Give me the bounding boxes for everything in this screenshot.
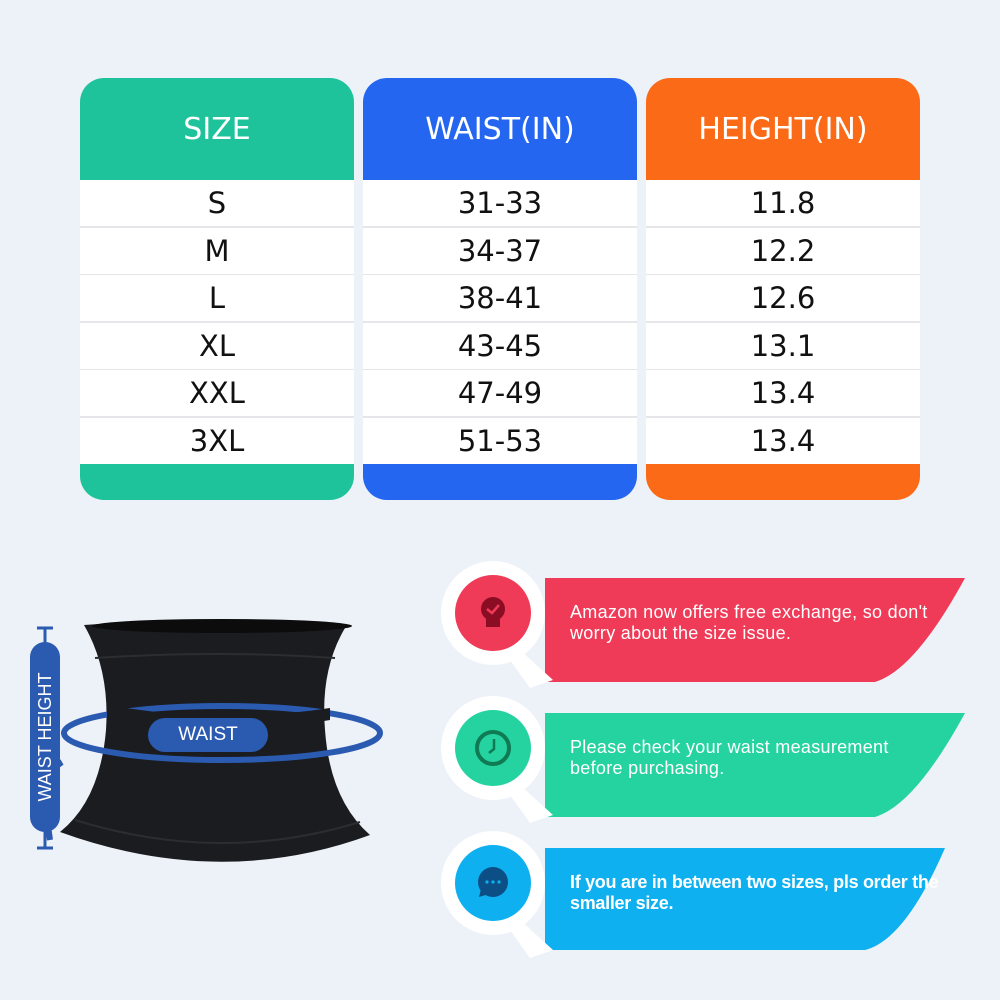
size-header: SIZE — [183, 111, 251, 147]
waist-column: WAIST(IN) 31-33 34-37 38-41 43-45 47-49 … — [363, 78, 637, 500]
tip-text: Please check your waist measurement befo… — [570, 737, 889, 778]
height-cell: 13.1 — [646, 322, 920, 369]
waist-header: WAIST(IN) — [425, 111, 575, 147]
height-column: HEIGHT(IN) 11.8 12.2 12.6 13.1 13.4 13.4 — [646, 78, 920, 500]
tip-text: If you are in between two sizes, pls ord… — [570, 872, 939, 913]
waist-cell: 51-53 — [363, 417, 637, 464]
waist-cell: 47-49 — [363, 370, 637, 416]
clock-icon — [473, 728, 513, 768]
height-cell: 12.2 — [646, 227, 920, 274]
size-cell: XL — [80, 322, 354, 369]
height-cell: 13.4 — [646, 370, 920, 416]
height-cell: 13.4 — [646, 417, 920, 464]
chat-bubble-icon — [473, 863, 513, 903]
tip-check-measurement: Please check your waist measurement befo… — [435, 695, 975, 823]
size-cell: M — [80, 227, 354, 274]
height-cell: 11.8 — [646, 180, 920, 226]
height-cell: 12.6 — [646, 275, 920, 321]
size-cell: XXL — [80, 370, 354, 416]
tip-free-exchange: Amazon now offers free exchange, so don'… — [435, 560, 975, 688]
height-header: HEIGHT(IN) — [698, 111, 868, 147]
waist-cell: 38-41 — [363, 275, 637, 321]
size-cell: L — [80, 275, 354, 321]
waist-trainer-diagram: WAIST WAIST HEIGHT — [0, 600, 420, 900]
size-cell: 3XL — [80, 417, 354, 464]
waist-trainer-image — [30, 619, 383, 862]
lightbulb-check-icon — [473, 593, 513, 633]
tip-text: Amazon now offers free exchange, so don'… — [570, 602, 928, 643]
waist-label: WAIST — [178, 724, 238, 745]
waist-cell: 34-37 — [363, 227, 637, 274]
tip-between-sizes: If you are in between two sizes, pls ord… — [435, 830, 975, 958]
waist-cell: 31-33 — [363, 180, 637, 226]
size-cell: S — [80, 180, 354, 226]
waist-cell: 43-45 — [363, 322, 637, 369]
waist-height-label: WAIST HEIGHT — [35, 672, 55, 802]
size-column: SIZE S M L XL XXL 3XL — [80, 78, 354, 500]
